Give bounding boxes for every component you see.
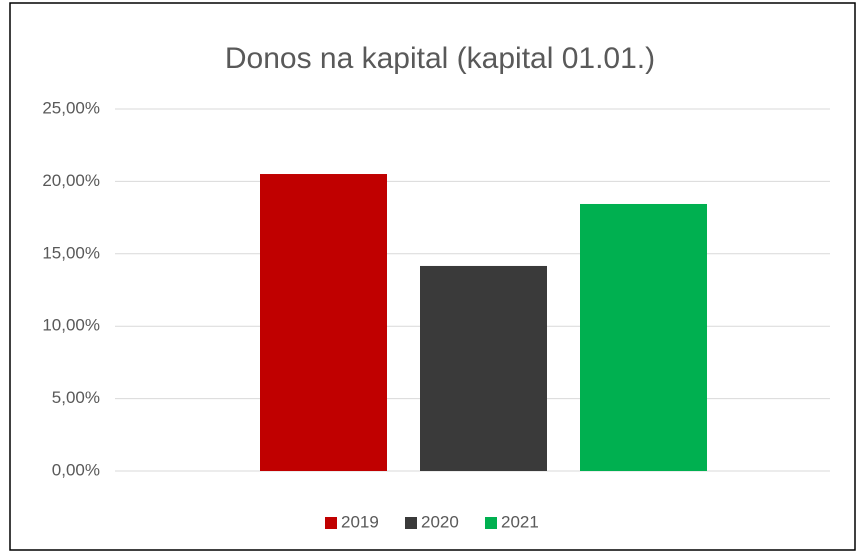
legend-label: 2019 [341, 512, 379, 531]
bar [420, 265, 547, 471]
y-tick-label: 15,00% [42, 243, 100, 262]
y-tick-label: 25,00% [42, 98, 100, 117]
legend-swatch [485, 517, 497, 529]
y-tick-label: 0,00% [52, 460, 100, 479]
y-tick-label: 20,00% [42, 171, 100, 190]
y-tick-label: 5,00% [52, 388, 100, 407]
legend-label: 2021 [501, 512, 539, 531]
legend-swatch [325, 517, 337, 529]
chart-title: Donos na kapital (kapital 01.01.) [225, 42, 655, 75]
bar [260, 174, 387, 471]
bar [580, 203, 707, 471]
legend-swatch [405, 517, 417, 529]
y-tick-label: 10,00% [42, 316, 100, 335]
legend-label: 2020 [421, 512, 459, 531]
